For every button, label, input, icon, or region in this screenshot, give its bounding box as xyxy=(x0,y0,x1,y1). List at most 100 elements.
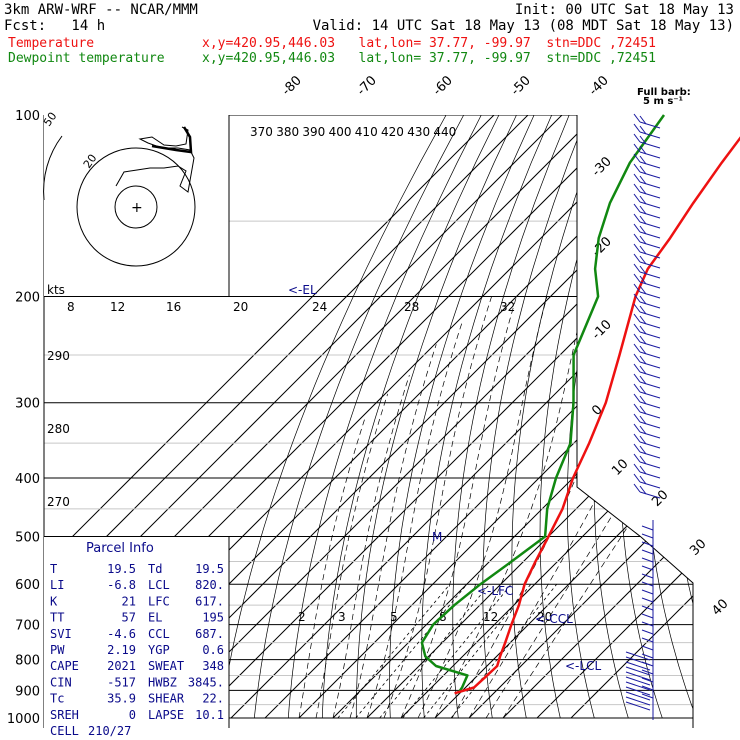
wind-barb xyxy=(633,143,641,153)
wind-barb xyxy=(639,455,647,465)
isotherm-line xyxy=(230,115,693,719)
wind-barb xyxy=(639,165,647,175)
moist-adiabat-line xyxy=(315,393,389,719)
wind-barb xyxy=(639,345,647,355)
dewpoint-series-name: Dewpoint temperature xyxy=(8,51,165,66)
isotherm-label: 10 xyxy=(609,457,631,479)
wind-barb xyxy=(633,213,641,223)
wind-barb xyxy=(639,221,661,229)
hodograph-trace-bold xyxy=(151,126,193,154)
dry-adiabat-line xyxy=(321,115,500,719)
barb-legend: Full barb: 5 m s⁻¹ xyxy=(637,87,691,107)
wind-barb xyxy=(633,253,641,263)
wind-barb xyxy=(639,425,647,435)
wind-barb xyxy=(639,375,647,385)
hodograph-speed-label: 28 xyxy=(404,300,419,314)
pressure-tick-label: 400 xyxy=(15,472,40,487)
wind-barb xyxy=(639,385,647,395)
wind-barb xyxy=(639,365,647,375)
parcel-field-label: SREH xyxy=(50,708,79,722)
isotherm-line xyxy=(434,115,693,719)
wind-barb xyxy=(639,125,647,135)
wind-barb xyxy=(639,461,661,469)
theta-e-label: 410 xyxy=(355,125,378,139)
dry-adiabat-line xyxy=(287,115,482,719)
isotherm-line xyxy=(536,115,693,719)
pressure-tick-label: 800 xyxy=(15,654,40,669)
wind-barb xyxy=(639,241,661,249)
hodograph-inset: + 50 20 xyxy=(41,110,230,296)
parcel-field-value: 687. xyxy=(195,627,224,641)
wind-barb xyxy=(633,363,641,373)
wind-barb xyxy=(639,391,661,399)
dewpoint-line xyxy=(420,114,666,695)
valid-time: Valid: 14 UTC Sat 18 May 13 (08 MDT Sat … xyxy=(312,18,734,34)
isotherm-label: -70 xyxy=(354,73,380,99)
parcel-field-value: 195 xyxy=(202,611,224,625)
mixing-ratio-label: 2 xyxy=(298,610,306,624)
parcel-field-value: 348 xyxy=(202,659,224,673)
parcel-field-label: CAPE xyxy=(50,659,79,673)
isotherm-line xyxy=(468,115,693,719)
isotherm-label: -50 xyxy=(508,73,534,99)
parcel-field-label: SHEAR xyxy=(148,692,185,706)
wind-barb xyxy=(633,173,641,183)
wind-barb xyxy=(639,235,647,245)
parcel-field-label: SWEAT xyxy=(148,659,184,673)
temperature-series-name: Temperature xyxy=(8,36,95,51)
dry-adiabat-line xyxy=(539,115,623,719)
wind-barb xyxy=(625,656,651,666)
wind-barb xyxy=(639,481,661,489)
parcel-field-value: 22. xyxy=(202,692,224,706)
wind-barb xyxy=(639,431,661,439)
theta-e-label: 370 xyxy=(250,125,273,139)
wind-barb xyxy=(639,255,647,265)
mixing-ratio-line xyxy=(379,583,490,719)
wind-barb xyxy=(633,303,641,313)
theta-label: 280 xyxy=(47,422,70,436)
wind-barb xyxy=(639,371,661,379)
theta-e-label: 390 xyxy=(302,125,325,139)
wind-barb xyxy=(633,453,641,463)
parcel-field-label: LCL xyxy=(148,578,170,592)
hodograph-speed-label: 16 xyxy=(166,300,181,314)
parcel-field-value: -517 xyxy=(107,675,136,689)
wind-barb xyxy=(641,645,654,651)
wind-barb xyxy=(639,271,661,279)
mixing-ratio-line xyxy=(355,583,468,719)
wind-barb xyxy=(639,195,647,205)
isotherm-label: 20 xyxy=(649,488,671,510)
parcel-field-value: 2021 xyxy=(107,659,136,673)
wind-barb xyxy=(625,661,651,671)
wind-barb xyxy=(633,483,641,493)
wind-barb xyxy=(639,261,661,269)
mixing-ratio-line xyxy=(337,583,451,719)
isotherm-label: 30 xyxy=(687,537,709,559)
parcel-field-label: CIN xyxy=(50,675,72,689)
wind-barb xyxy=(639,175,647,185)
wind-barb xyxy=(639,121,661,129)
wind-barb xyxy=(639,405,647,415)
wind-barb xyxy=(641,693,654,699)
theta-e-label: 400 xyxy=(329,125,352,139)
parcel-field-value: 35.9 xyxy=(107,692,136,706)
wind-barb xyxy=(639,225,647,235)
wind-barb xyxy=(639,311,661,319)
isotherm-label: -80 xyxy=(279,73,305,99)
wind-barb xyxy=(639,145,647,155)
theta-e-label: 380 xyxy=(276,125,299,139)
parcel-field-value: 10.1 xyxy=(195,708,224,722)
wind-barb xyxy=(639,131,661,139)
mixing-ratio-label: 12 xyxy=(483,610,498,624)
parcel-field-value: -4.6 xyxy=(107,627,136,641)
parcel-field-value: 3845. xyxy=(188,675,224,689)
pressure-tick-label: 100 xyxy=(15,109,40,124)
wind-barb xyxy=(639,471,661,479)
pressure-tick-label: 200 xyxy=(15,291,40,306)
wind-barb xyxy=(633,463,641,473)
parcel-field-value: 0 xyxy=(129,708,136,722)
wind-barb xyxy=(639,295,647,305)
wind-barb xyxy=(639,421,661,429)
